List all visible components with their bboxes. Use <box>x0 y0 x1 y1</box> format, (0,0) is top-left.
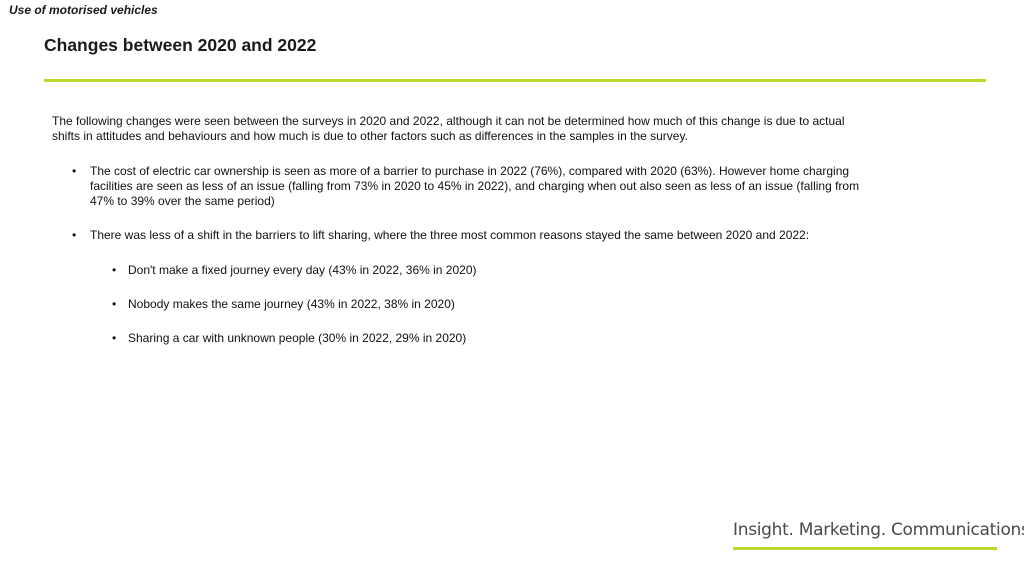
sub-bullet-item: • Nobody makes the same journey (43% in … <box>52 297 867 312</box>
sub-bullet-item: • Don't make a fixed journey every day (… <box>52 263 867 278</box>
bullet-marker: • <box>72 164 76 179</box>
sub-bullet-marker: • <box>112 263 116 278</box>
sub-bullet-marker: • <box>112 297 116 312</box>
intro-paragraph: The following changes were seen between … <box>52 114 867 145</box>
sub-bullet-text: Nobody makes the same journey (43% in 20… <box>128 297 455 311</box>
bullet-item: • The cost of electric car ownership is … <box>52 164 867 210</box>
brand-logo: Insight. Marketing. Communications. <box>733 520 1024 540</box>
slide-title: Changes between 2020 and 2022 <box>44 35 316 56</box>
bullet-text: The cost of electric car ownership is se… <box>90 164 859 209</box>
bullet-text: There was less of a shift in the barrier… <box>90 228 809 242</box>
slide-body: The following changes were seen between … <box>52 114 867 366</box>
sub-bullet-marker: • <box>112 331 116 346</box>
sub-bullet-text: Sharing a car with unknown people (30% i… <box>128 331 466 345</box>
brand-logo-underline <box>733 547 997 550</box>
title-divider <box>44 79 986 82</box>
sub-bullet-item: • Sharing a car with unknown people (30%… <box>52 331 867 346</box>
section-label: Use of motorised vehicles <box>9 3 158 17</box>
bullet-item: • There was less of a shift in the barri… <box>52 228 867 243</box>
sub-bullet-text: Don't make a fixed journey every day (43… <box>128 263 477 277</box>
bullet-marker: • <box>72 228 76 243</box>
